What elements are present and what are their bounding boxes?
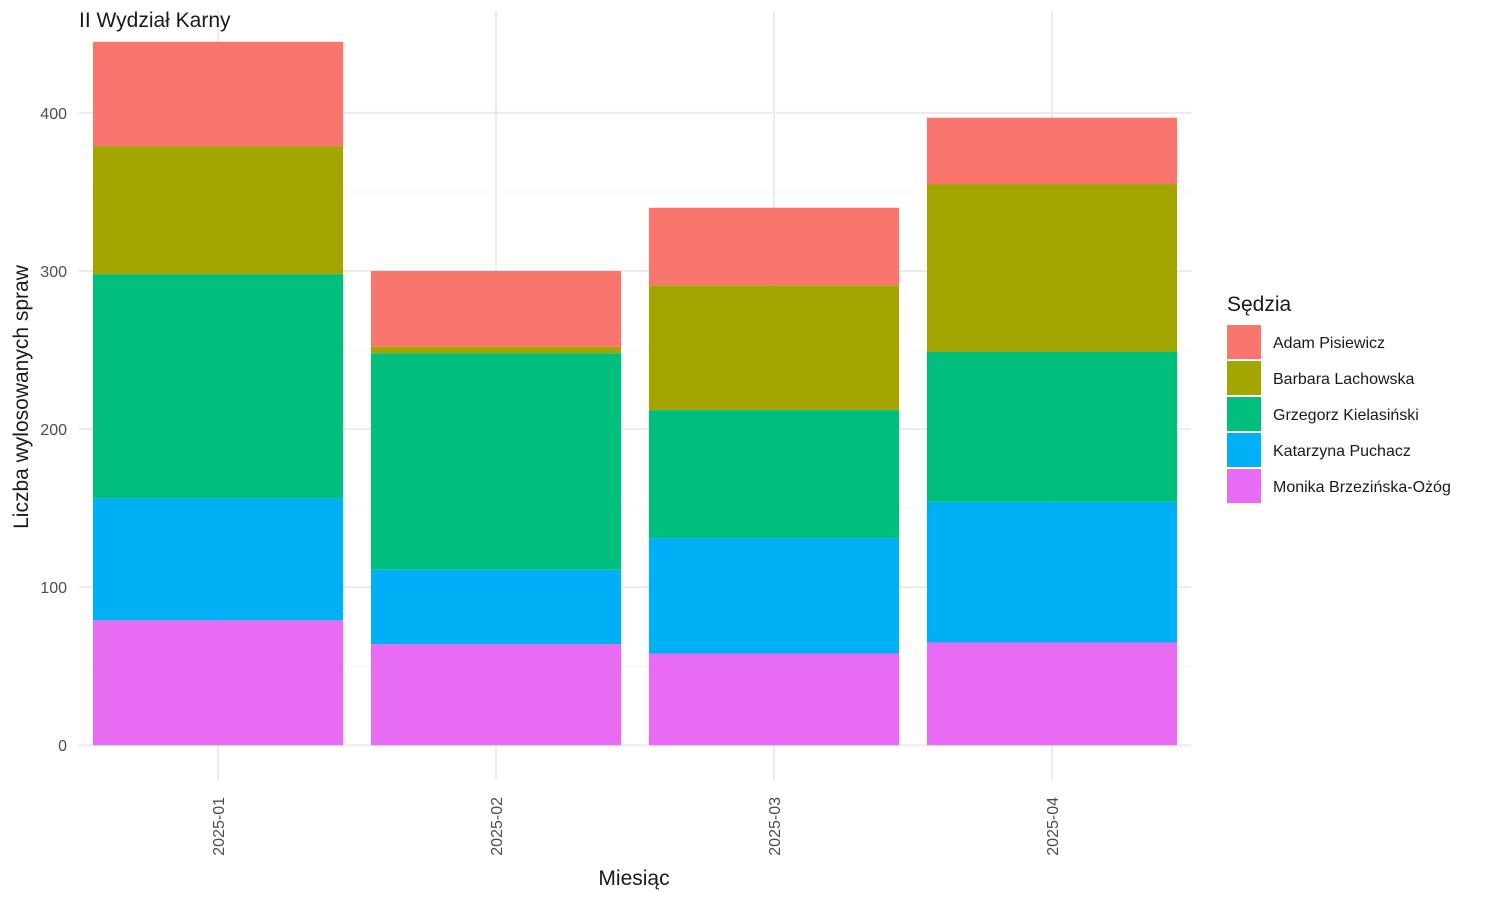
bar-segment xyxy=(648,285,900,411)
x-tick-label: 2025-02 xyxy=(489,797,506,856)
bar-segment xyxy=(648,538,900,654)
x-tick-label: 2025-03 xyxy=(767,797,784,856)
legend-label: Adam Pisiewicz xyxy=(1273,335,1385,352)
bar-segment xyxy=(648,653,900,746)
legend-label: Grzegorz Kielasiński xyxy=(1273,407,1419,424)
y-tick-label: 400 xyxy=(40,106,67,123)
legend-swatch xyxy=(1227,433,1261,467)
x-tick-label: 2025-01 xyxy=(211,797,228,856)
y-axis-title: Liczba wylosowanych spraw xyxy=(10,264,33,529)
y-axis-ticks: 0 100 200 300 400 xyxy=(40,106,67,755)
x-tick-label: 2025-04 xyxy=(1045,797,1062,856)
bar-segment xyxy=(92,498,344,621)
y-tick-label: 100 xyxy=(40,580,67,597)
legend-swatch xyxy=(1227,361,1261,395)
bar-segment xyxy=(370,353,622,570)
legend-title: Sędzia xyxy=(1227,293,1292,316)
chart-title: II Wydział Karny xyxy=(79,9,231,32)
bar-segment xyxy=(926,501,1178,643)
legend-label: Barbara Lachowska xyxy=(1273,371,1415,388)
bars xyxy=(92,41,1178,746)
legend-swatch xyxy=(1227,469,1261,503)
legend-swatch xyxy=(1227,397,1261,431)
bar-segment xyxy=(926,184,1178,352)
bar-segment xyxy=(92,146,344,275)
legend-label: Katarzyna Puchacz xyxy=(1273,443,1411,460)
x-axis-title: Miesiąc xyxy=(598,867,669,890)
bar-segment xyxy=(370,270,622,347)
x-axis-ticks: 2025-01 2025-02 2025-03 2025-04 xyxy=(211,797,1062,856)
bar-segment xyxy=(648,410,900,539)
bar-segment xyxy=(370,346,622,354)
bar-segment xyxy=(648,207,900,286)
bar-segment xyxy=(92,41,344,147)
bar-segment xyxy=(370,644,622,746)
bar-segment xyxy=(92,620,344,746)
legend: Sędzia Adam Pisiewicz Barbara Lachowska Gr… xyxy=(1227,293,1451,503)
y-tick-label: 300 xyxy=(40,264,67,281)
bar-segment xyxy=(926,117,1178,185)
y-tick-label: 200 xyxy=(40,422,67,439)
y-tick-label: 0 xyxy=(58,738,67,755)
bar-segment xyxy=(926,642,1178,746)
bar-segment xyxy=(92,274,344,499)
legend-label: Monika Brzezińska-Ożóg xyxy=(1273,479,1451,496)
bar-segment xyxy=(370,569,622,645)
bar-segment xyxy=(926,351,1178,502)
legend-swatch xyxy=(1227,325,1261,359)
